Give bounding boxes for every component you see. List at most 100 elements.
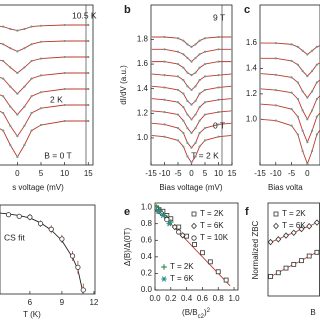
plot-frame	[150, 4, 233, 166]
data-point	[176, 113, 180, 116]
data-point	[39, 74, 43, 77]
data-point	[163, 86, 166, 89]
data-point	[207, 259, 213, 265]
data-point	[186, 99, 189, 103]
x-axis-label-part: )	[204, 308, 207, 317]
x-tick-label: 0	[305, 169, 310, 178]
data-point	[16, 29, 19, 32]
x-tick-label: 15	[84, 169, 93, 178]
plot-area	[260, 41, 320, 165]
data-point	[9, 143, 12, 147]
x-tick-label: 9	[60, 298, 65, 307]
data-point	[2, 129, 5, 132]
x-axis-label-part: (B/B	[182, 308, 198, 317]
data-point	[230, 72, 232, 76]
data-point	[163, 98, 166, 101]
x-tick-label: 0.6	[197, 294, 209, 303]
data-point	[190, 60, 193, 63]
data-point	[63, 119, 66, 123]
data-point	[39, 123, 43, 127]
data-point	[194, 126, 197, 130]
data-point	[2, 95, 5, 98]
data-point	[63, 39, 66, 43]
legend-label: T = 2K	[282, 209, 306, 218]
data-point	[9, 66, 12, 69]
data-point	[151, 35, 153, 39]
data-point	[163, 74, 166, 77]
y-tick-label: 1.2	[137, 108, 149, 117]
series-line	[0, 56, 89, 74]
data-point	[315, 45, 318, 49]
data-point	[311, 109, 314, 112]
plot-area	[0, 5, 90, 165]
data-point	[217, 135, 220, 138]
data-point	[59, 236, 65, 242]
data-point	[194, 113, 197, 116]
data-point	[274, 73, 277, 76]
plot-frame	[154, 202, 239, 291]
data-point	[190, 131, 193, 135]
plot-area	[268, 219, 320, 279]
data-point	[283, 265, 289, 271]
x-axis-label: (B/Bc2)2	[182, 308, 211, 320]
data-point	[190, 88, 193, 92]
legend-marker	[273, 211, 279, 217]
data-point	[87, 39, 90, 43]
data-point	[194, 155, 197, 158]
data-point	[296, 45, 299, 49]
data-point	[217, 110, 220, 114]
data-point	[311, 49, 314, 52]
x-tick-label: 0.8	[213, 294, 225, 303]
data-point	[296, 97, 299, 101]
y-tick-label: 0.6	[141, 235, 153, 244]
x-tick-label: -15	[145, 169, 157, 178]
data-point	[301, 129, 304, 132]
x-axis-label-part: c2	[198, 314, 205, 320]
data-point	[290, 91, 293, 94]
series-line	[260, 42, 320, 56]
x-tick-label: -5	[174, 169, 182, 178]
data-point	[230, 60, 232, 63]
data-point	[260, 102, 262, 106]
data-point	[296, 133, 299, 136]
data-point	[290, 76, 293, 79]
data-point	[87, 103, 90, 107]
data-point	[198, 66, 201, 69]
plot-area	[0, 212, 86, 294]
data-point	[182, 92, 185, 95]
data-point	[217, 123, 220, 126]
series-line	[151, 61, 232, 76]
y-tick-label: 1.4	[246, 64, 258, 73]
data-point	[182, 78, 185, 82]
series-line	[260, 57, 320, 77]
data-point	[217, 74, 220, 77]
data-point	[198, 92, 201, 95]
data-point	[311, 90, 314, 93]
legend-label: T = 6K	[200, 221, 224, 230]
plot-frame	[259, 4, 320, 166]
series-line	[151, 36, 232, 48]
data-point	[155, 208, 161, 214]
data-point	[176, 229, 182, 235]
legend-marker	[161, 276, 167, 282]
data-point	[166, 221, 173, 227]
data-point	[164, 216, 170, 223]
data-point	[16, 92, 19, 95]
data-point	[315, 115, 318, 118]
data-point	[9, 27, 12, 31]
legend-label: T = 6K	[282, 221, 306, 230]
data-point	[186, 113, 189, 116]
annotation: T = 2 K	[191, 150, 219, 160]
data-point	[198, 106, 201, 109]
series-line	[151, 48, 232, 63]
data-point	[290, 124, 293, 127]
data-point	[230, 122, 232, 125]
legend-marker	[191, 211, 197, 217]
data-point	[23, 47, 26, 50]
x-tick-label: 15	[228, 169, 237, 178]
data-point	[182, 39, 185, 42]
data-point	[186, 155, 189, 158]
series-line	[0, 72, 89, 95]
data-point	[179, 232, 186, 239]
data-point	[217, 60, 220, 63]
